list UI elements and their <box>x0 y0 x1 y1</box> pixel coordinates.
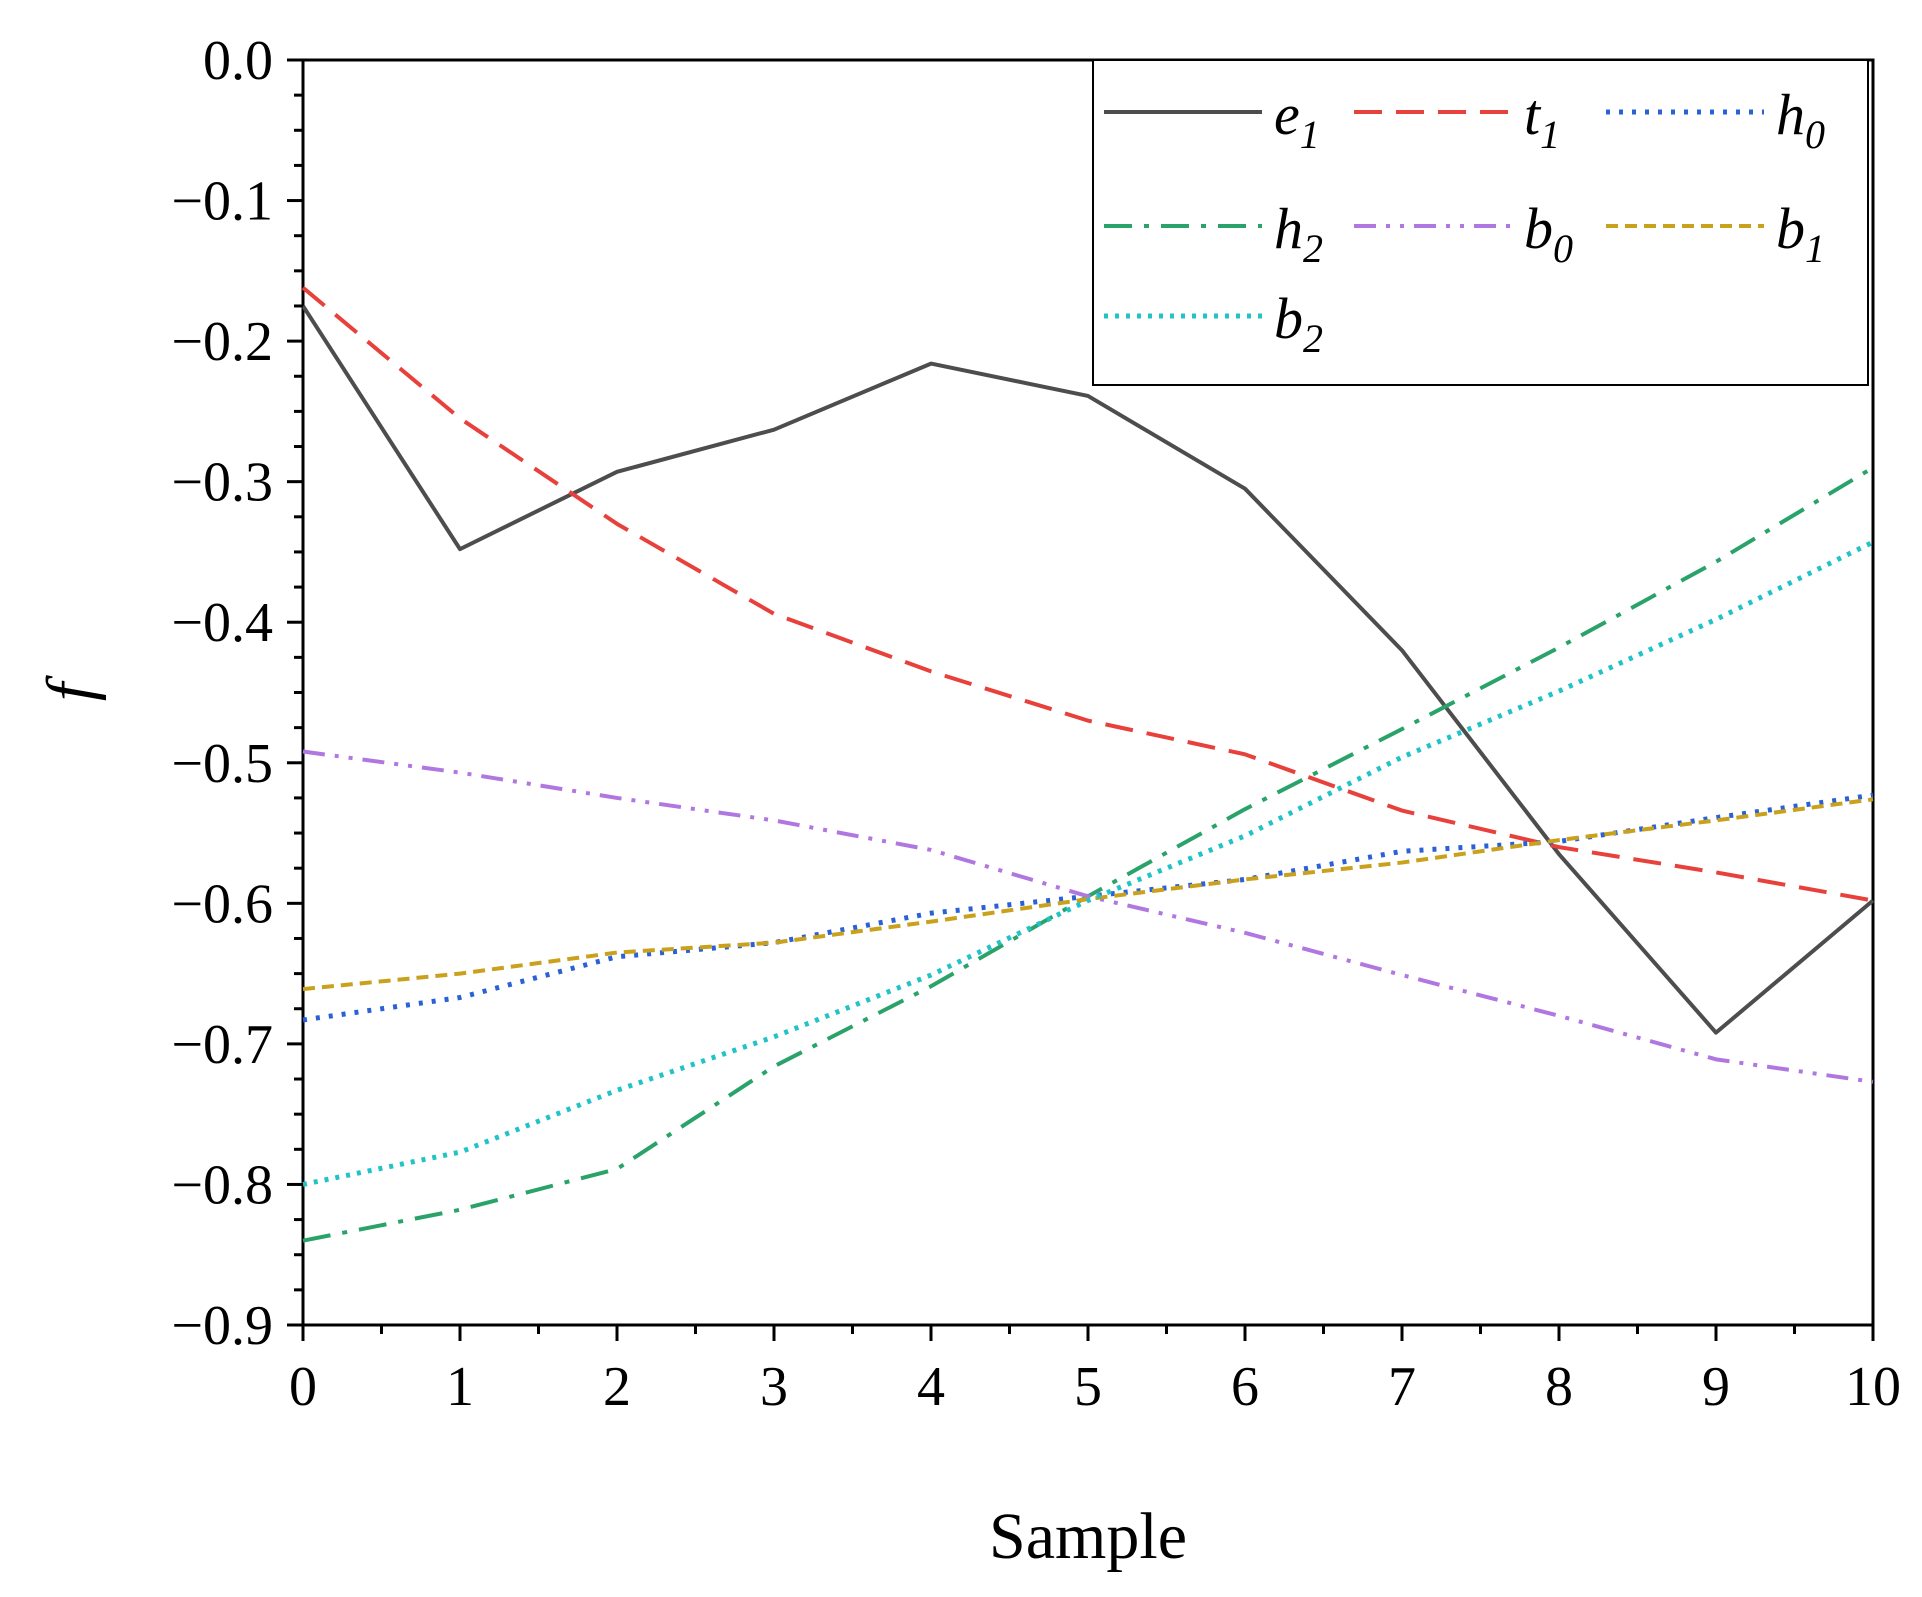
y-tick-label: −0.3 <box>171 452 273 514</box>
series-line-h0 <box>302 792 1874 1023</box>
x-tick-label: 10 <box>1845 1356 1901 1418</box>
x-tick-label: 4 <box>917 1356 945 1418</box>
x-tick-label: 7 <box>1388 1356 1416 1418</box>
legend-subscript: 1 <box>1300 112 1320 157</box>
series-line-t1 <box>301 286 1874 903</box>
y-tick-label: −0.9 <box>171 1295 273 1357</box>
y-tick-label: −0.4 <box>171 592 273 654</box>
axes-layer: 0 1 2 3 4 5 6 7 8 9 100.0−0.1−0.2−0.3−0.4−0.5−0.6−… <box>171 30 1901 1418</box>
x-tick-label: 2 <box>603 1356 631 1418</box>
y-tick-label: −0.8 <box>171 1154 273 1216</box>
x-tick-label: 8 <box>1545 1356 1573 1418</box>
y-tick-label: 0.0 <box>203 30 273 92</box>
legend-subscript: 0 <box>1553 226 1573 271</box>
series-line-h2 <box>302 465 1875 1243</box>
legend-subscript: 1 <box>1805 226 1825 271</box>
y-tick-label: −0.6 <box>171 873 273 935</box>
x-tick-label: 9 <box>1702 1356 1730 1418</box>
series-line-b2 <box>302 539 1875 1187</box>
legend-box <box>1092 59 1869 386</box>
series-line-b0 <box>302 749 1874 1084</box>
y-axis-title: f <box>34 675 107 701</box>
series-layer <box>301 286 1875 1243</box>
y-tick-label: −0.1 <box>171 171 273 233</box>
y-tick-label: −0.7 <box>171 1014 273 1076</box>
x-tick-label: 5 <box>1074 1356 1102 1418</box>
y-tick-label: −0.2 <box>171 311 273 373</box>
legend-subscript: 0 <box>1805 112 1825 157</box>
x-axis-title: Sample <box>989 1500 1187 1573</box>
y-tick-label: −0.5 <box>171 733 273 795</box>
legend-subscript: 2 <box>1303 316 1323 361</box>
legend-subscript: 2 <box>1303 226 1323 271</box>
x-tick-label: 6 <box>1231 1356 1259 1418</box>
legend-subscript: 1 <box>1540 112 1560 157</box>
series-line-e1 <box>301 304 1875 1035</box>
x-tick-label: 1 <box>446 1356 474 1418</box>
x-tick-label: 3 <box>760 1356 788 1418</box>
x-tick-label: 0 <box>289 1356 317 1418</box>
